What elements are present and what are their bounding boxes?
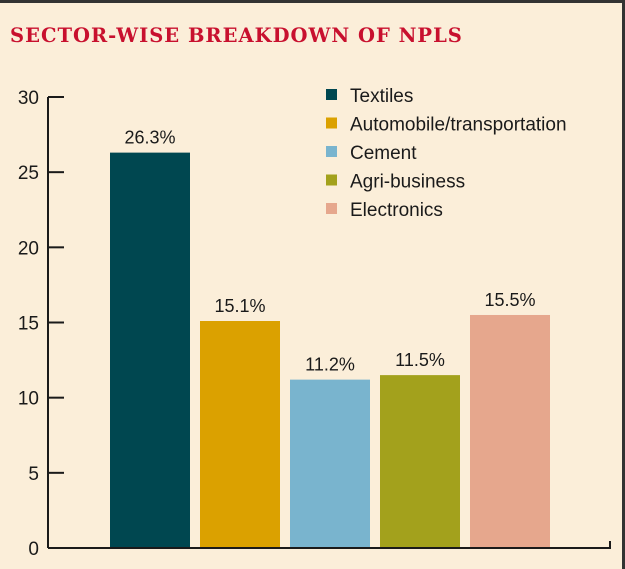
value-labels-layer: 26.3% 15.1% 11.2% 11.5% 15.5%: [124, 128, 535, 375]
y-tick-label-5: 5: [28, 464, 39, 485]
legend-label-automobile-transportation: Automobile/transportation: [350, 115, 567, 136]
legend-swatch-agri-business: [326, 174, 337, 186]
bar-textiles: [110, 152, 190, 548]
legend-swatch-cement: [326, 146, 337, 157]
legend-swatch-automobile-transportation: [326, 117, 337, 129]
legend: Textiles Automobile/transportation Cement A…: [326, 86, 567, 221]
legend-label-cement: Cement: [350, 143, 417, 164]
value-label-automobile-transportation: 15.1%: [214, 296, 265, 316]
value-label-textiles: 26.3%: [124, 128, 175, 148]
axes-layer: 0 5 10 15 20 25 30: [18, 88, 611, 560]
bar-agri-business: [380, 375, 460, 548]
bar-cement: [290, 379, 370, 548]
bars-layer: [110, 152, 550, 548]
value-label-cement: 11.2%: [305, 355, 355, 375]
y-tick-label-0: 0: [28, 539, 39, 560]
legend-swatch-textiles: [326, 89, 337, 100]
y-tick-label-10: 10: [18, 389, 39, 410]
legend-label-agri-business: Agri-business: [350, 172, 465, 193]
y-tick-label-20: 20: [18, 238, 39, 259]
y-tick-label-30: 30: [18, 88, 39, 109]
y-tick-label-25: 25: [18, 163, 39, 184]
bar-electronics: [470, 314, 550, 548]
legend-label-electronics: Electronics: [350, 200, 443, 221]
chart-title: SECTOR-WISE BREAKDOWN OF NPLS: [10, 24, 463, 47]
value-label-agri-business: 11.5%: [395, 350, 445, 370]
y-tick-label-15: 15: [18, 314, 39, 335]
value-label-electronics: 15.5%: [484, 290, 535, 310]
legend-swatch-electronics: [326, 203, 337, 214]
legend-label-textiles: Textiles: [350, 86, 413, 107]
bar-automobile-transportation: [200, 320, 280, 548]
